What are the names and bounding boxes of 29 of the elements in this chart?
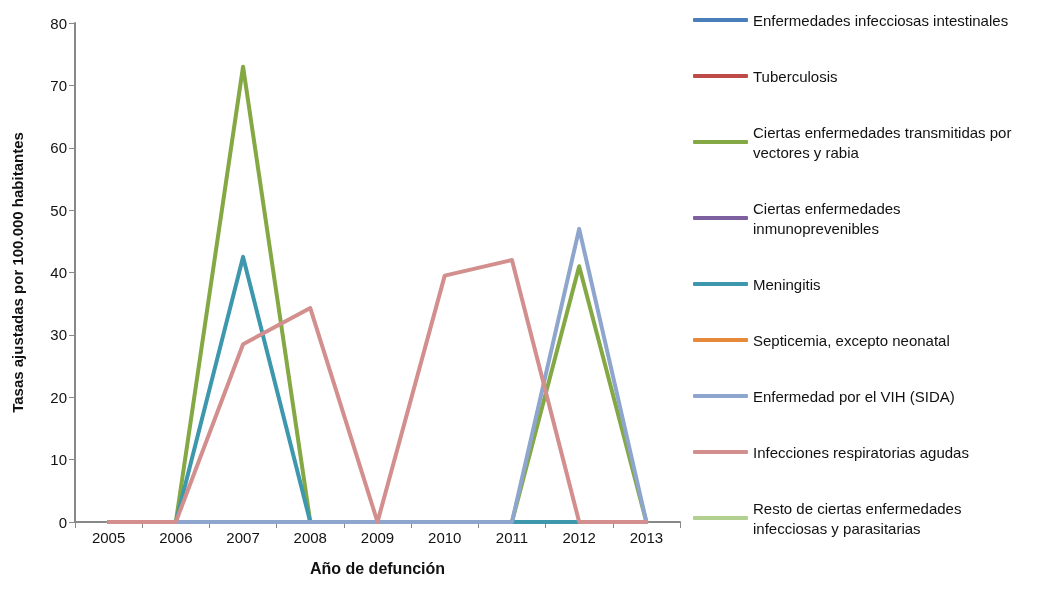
x-tick-label: 2007: [226, 529, 260, 546]
x-tick-label: 2012: [562, 529, 596, 546]
legend-label: Ciertas enfermedades transmitidas por vectores y rabia: [753, 123, 1016, 161]
y-tick-label: 60: [50, 139, 67, 157]
legend-label: Ciertas enfermedades inmunoprevenibles: [753, 199, 905, 237]
legend-label: Meningitis: [753, 275, 821, 293]
x-tick-label: 2008: [293, 529, 327, 546]
y-tick-label: 20: [50, 388, 67, 406]
x-tick-label: 2006: [159, 529, 193, 546]
x-tick-label: 2011: [495, 529, 529, 546]
legend-label: Septicemia, excepto neonatal: [753, 331, 950, 349]
legend-label: Infecciones respiratorias agudas: [753, 443, 969, 461]
x-tick-label: 2009: [360, 529, 395, 546]
y-axis-title: Tasas ajustadas por 100.000 habitantes: [9, 132, 26, 413]
x-tick-label: 2005: [91, 529, 126, 546]
x-tick-label: 2013: [629, 529, 664, 546]
y-tick-label: 30: [50, 326, 67, 344]
y-tick-label: 80: [50, 14, 67, 32]
y-tick-label: 0: [58, 513, 67, 531]
x-tick-label: 2010: [428, 529, 462, 546]
legend-label: Resto de ciertas enfermedades infecciosas y parasitarias: [753, 499, 966, 537]
x-axis-title: Año de defunción: [309, 559, 446, 577]
y-tick-label: 10: [50, 451, 67, 469]
legend-label: Enfermedad por el VIH (SIDA): [753, 387, 955, 405]
y-tick-label: 70: [50, 76, 67, 94]
y-tick-label: 40: [50, 264, 67, 281]
legend-label: Tuberculosis: [753, 67, 838, 85]
legend-label: Enfermedades infecciosas intestinales: [753, 11, 1009, 29]
y-tick-label: 50: [50, 201, 67, 219]
